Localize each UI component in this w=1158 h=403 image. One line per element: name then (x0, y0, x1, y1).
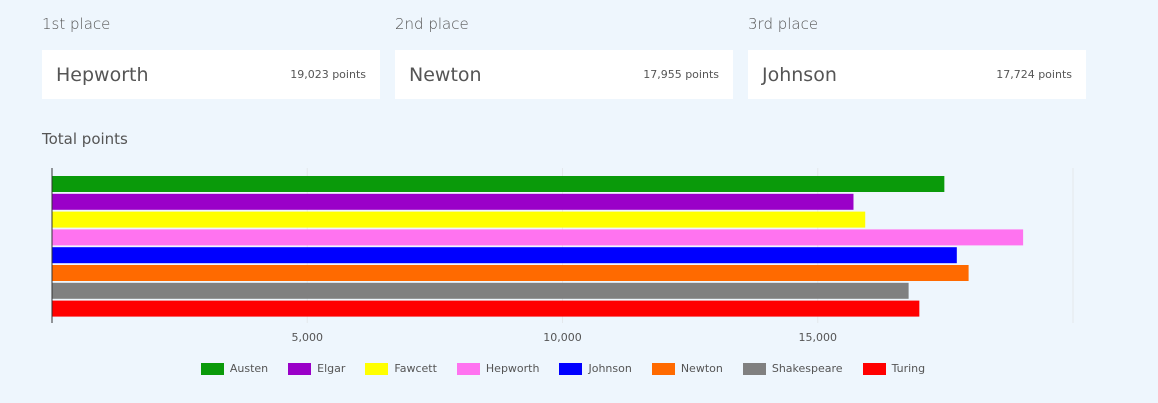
place-label: 1st place (42, 15, 111, 33)
place-label: 2nd place (395, 15, 469, 33)
place-label: 3rd place (748, 15, 819, 33)
x-tick-label: 5,000 (292, 331, 324, 344)
bar (52, 265, 969, 281)
place-name: Hepworth (56, 63, 149, 86)
bar (52, 247, 957, 264)
bar (52, 211, 866, 228)
chart: 5,000 10,000 15,000 (51, 168, 1074, 344)
place-points: 17,724 points (996, 68, 1072, 81)
bar (52, 193, 854, 210)
legend-label: Elgar (317, 362, 346, 375)
place-name: Newton (409, 63, 482, 86)
legend-label: Fawcett (394, 362, 437, 375)
chart-title: Total points (42, 130, 128, 148)
legend-label: Austen (229, 362, 269, 375)
legend-item: Elgar (288, 362, 345, 375)
place-name: Johnson (762, 63, 837, 86)
legend-swatch (200, 362, 224, 375)
legend-swatch (651, 362, 675, 375)
x-tick-label: 15,000 (799, 331, 838, 344)
legend-label: Hepworth (485, 362, 540, 375)
legend-item: Johnson (559, 362, 632, 375)
place-card: Johnson 17,724 points (748, 50, 1086, 99)
legend-swatch (365, 362, 389, 375)
legend-label: Shakespeare (771, 362, 843, 375)
legend-item: Shakespeare (742, 362, 843, 375)
legend-swatch (862, 362, 886, 375)
place-points: 19,023 points (290, 68, 366, 81)
legend-label: Newton (680, 362, 723, 375)
legend-swatch (456, 362, 480, 375)
place-card: Hepworth 19,023 points (42, 50, 380, 99)
legend: Austen Elgar Fawcett Hepworth Johnson Newton S… (0, 362, 1126, 375)
legend-item: Newton (651, 362, 723, 375)
legend-swatch (742, 362, 766, 375)
legend-item: Hepworth (456, 362, 540, 375)
legend-label: Johnson (588, 362, 632, 375)
legend-item: Fawcett (365, 362, 437, 375)
bar (52, 300, 920, 317)
legend-item: Austen (200, 362, 269, 375)
bar (52, 282, 909, 299)
place-points: 17,955 points (643, 68, 719, 81)
legend-swatch (559, 362, 583, 375)
place-card: Newton 17,955 points (395, 50, 733, 99)
legend-swatch (288, 362, 312, 375)
bar (52, 229, 1024, 246)
legend-label: Turing (891, 362, 926, 375)
bar (52, 176, 945, 192)
x-tick-label: 10,000 (543, 331, 582, 344)
legend-item: Turing (862, 362, 926, 375)
